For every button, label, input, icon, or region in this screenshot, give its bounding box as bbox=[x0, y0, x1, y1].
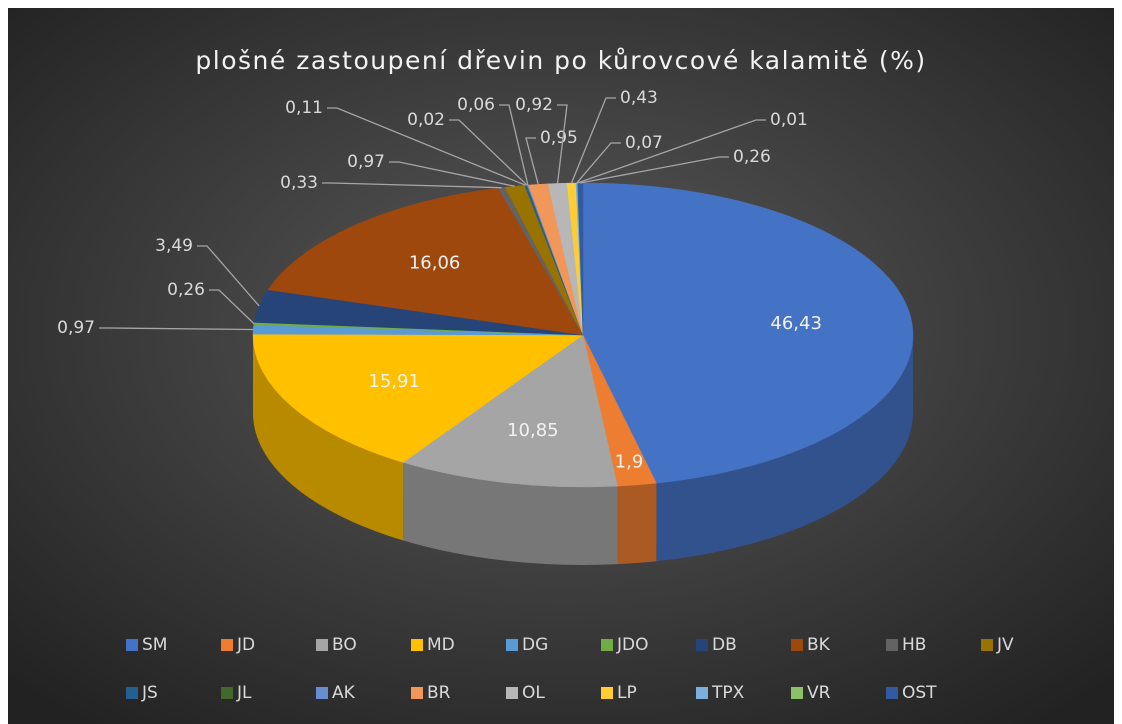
leader-line bbox=[197, 245, 260, 307]
legend-swatch bbox=[696, 687, 708, 699]
data-label: 46,43 bbox=[770, 313, 822, 334]
data-label: 0,33 bbox=[280, 173, 318, 193]
data-label: 0,11 bbox=[285, 98, 323, 118]
leader-line bbox=[449, 119, 528, 186]
slice bbox=[267, 187, 584, 336]
data-label: 1,9 bbox=[615, 451, 644, 472]
legend-label: MD bbox=[427, 635, 455, 655]
legend-label: JL bbox=[236, 683, 252, 703]
legend-label: DB bbox=[712, 635, 737, 655]
leader-line bbox=[577, 119, 766, 184]
leader-line bbox=[499, 104, 529, 186]
legend-label: TPX bbox=[711, 683, 745, 703]
legend-swatch bbox=[316, 687, 328, 699]
legend-swatch bbox=[696, 639, 708, 651]
legend-label: OST bbox=[902, 683, 937, 703]
data-label: 0,97 bbox=[57, 318, 95, 338]
legend-swatch bbox=[221, 687, 233, 699]
data-label: 10,85 bbox=[507, 420, 559, 441]
legend-swatch bbox=[506, 639, 518, 651]
data-label: 0,26 bbox=[733, 147, 771, 167]
leader-line bbox=[99, 327, 254, 331]
leader-line bbox=[327, 107, 526, 186]
leader-line bbox=[576, 142, 621, 184]
legend-label: JV bbox=[996, 635, 1014, 655]
leader-line bbox=[322, 182, 502, 189]
data-label: 0,97 bbox=[347, 152, 385, 172]
data-label: 16,06 bbox=[409, 253, 461, 274]
legend-label: BK bbox=[807, 635, 831, 655]
slice bbox=[252, 333, 584, 463]
leader-line bbox=[389, 161, 515, 187]
legend-swatch bbox=[601, 639, 613, 651]
legend-swatch bbox=[791, 687, 803, 699]
legend-swatch bbox=[791, 639, 803, 651]
data-label: 0,07 bbox=[625, 133, 663, 153]
legend-label: SM bbox=[142, 635, 167, 655]
legend-swatch bbox=[411, 639, 423, 651]
legend-label: AK bbox=[332, 683, 356, 703]
data-label: 0,02 bbox=[407, 110, 445, 130]
chart-title: plošné zastoupení dřevin po kůrovcové ka… bbox=[195, 46, 926, 75]
legend-swatch bbox=[886, 639, 898, 651]
leader-line bbox=[525, 137, 539, 185]
leader-line bbox=[556, 104, 568, 184]
data-label: 0,95 bbox=[540, 128, 578, 148]
legend-swatch bbox=[601, 687, 613, 699]
legend-swatch bbox=[316, 639, 328, 651]
legend-swatch bbox=[506, 687, 518, 699]
legend-label: BO bbox=[332, 635, 357, 655]
leader-line bbox=[209, 289, 255, 325]
legend-swatch bbox=[126, 639, 138, 651]
legend-label: VR bbox=[807, 683, 831, 703]
legend-label: JD bbox=[236, 635, 255, 655]
slice-side bbox=[403, 462, 618, 565]
data-label: 0,92 bbox=[515, 95, 553, 115]
data-label: 15,91 bbox=[368, 371, 420, 392]
data-label: 0,01 bbox=[770, 110, 808, 130]
leader-line bbox=[580, 156, 729, 184]
legend-label: BR bbox=[427, 683, 451, 703]
slice-side bbox=[656, 335, 913, 562]
legend-label: DG bbox=[522, 635, 548, 655]
data-label: 0,43 bbox=[620, 88, 658, 108]
legend-label: OL bbox=[522, 683, 545, 703]
data-label: 0,06 bbox=[457, 95, 495, 115]
legend-swatch bbox=[221, 639, 233, 651]
legend-swatch bbox=[981, 639, 993, 651]
slice-side bbox=[253, 335, 404, 541]
data-label: 3,49 bbox=[155, 236, 193, 256]
legend-label: JDO bbox=[616, 635, 649, 655]
slice bbox=[582, 182, 914, 484]
legend-swatch bbox=[886, 687, 898, 699]
slice bbox=[402, 334, 618, 488]
legend-label: JS bbox=[141, 683, 158, 703]
leader-line bbox=[570, 97, 616, 184]
legend-label: HB bbox=[902, 635, 926, 655]
legend-label: LP bbox=[617, 683, 637, 703]
slice-side bbox=[617, 483, 657, 565]
legend-swatch bbox=[126, 687, 138, 699]
legend-swatch bbox=[411, 687, 423, 699]
data-label: 0,26 bbox=[167, 280, 205, 300]
